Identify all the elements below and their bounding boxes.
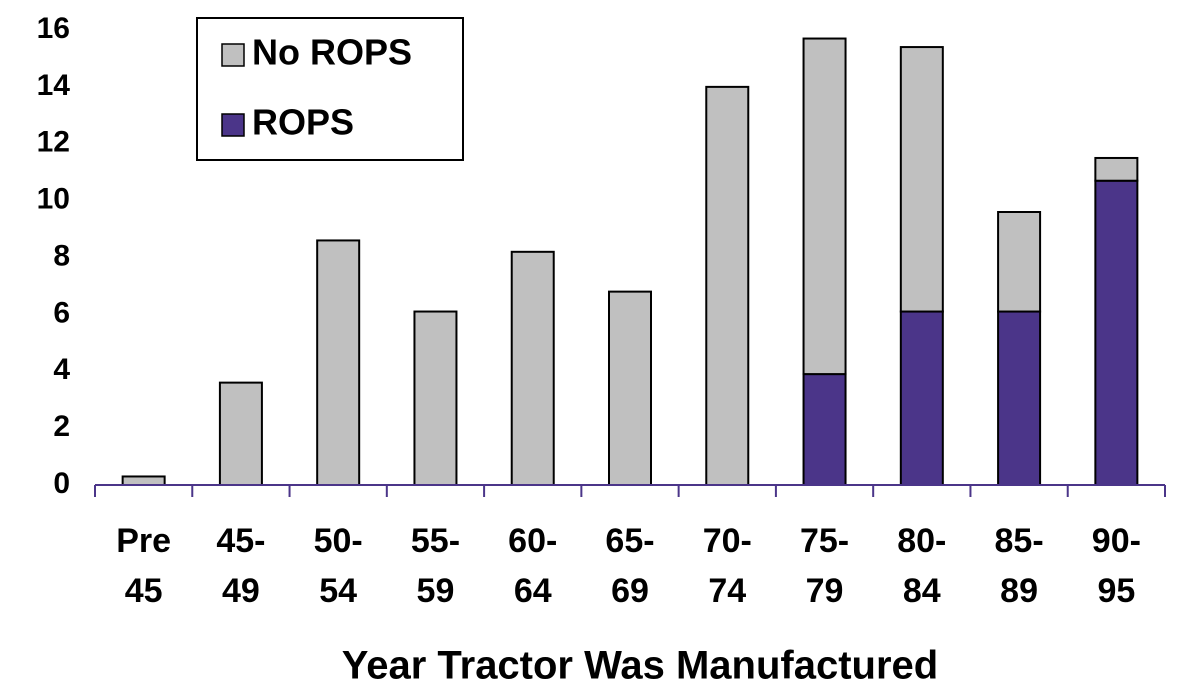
x-tick-label: 54 [319,572,357,610]
bar-segment [899,46,944,313]
x-tick-label: 64 [514,572,552,610]
x-tick-label: 84 [903,572,941,610]
x-tick-label: 55- [411,522,460,560]
y-tick-label: 4 [53,353,70,386]
x-tick-label: 69 [611,572,649,610]
x-tick-label: 90- [1092,522,1141,560]
y-tick-label: 16 [37,12,70,45]
x-tick-label: 85- [995,522,1044,560]
bar-segment [121,475,166,486]
y-tick-label: 6 [53,296,70,329]
bar-segment [1094,156,1139,182]
x-tick-label: 65- [605,522,654,560]
legend-label: No ROPS [252,32,412,73]
x-tick-label: 79 [806,572,844,610]
y-tick-label: 0 [53,467,70,500]
bar-segment [413,310,458,486]
x-tick-label: Pre [116,522,171,560]
bar-segment [802,37,847,376]
x-tick-label: 59 [417,572,455,610]
y-tick-label: 2 [53,410,70,443]
legend-swatch [221,43,245,67]
bar-segment [899,310,944,486]
bar-segment [997,211,1042,313]
x-tick-label: 70- [703,522,752,560]
bar-segment [510,250,555,486]
x-tick-label: 80- [897,522,946,560]
bar-segment [802,373,847,486]
x-axis-title: Year Tractor Was Manufactured [342,644,938,688]
y-tick-label: 14 [37,69,71,102]
bar-segment [705,85,750,486]
bar-segment [316,239,361,486]
x-tick-label: 89 [1000,572,1038,610]
x-tick-label: 45 [125,572,163,610]
x-tick-label: 74 [708,572,746,610]
bar-segment [608,290,652,486]
legend-label: ROPS [252,102,354,143]
bar-segment [1094,179,1139,486]
x-tick-label: 95 [1097,572,1135,610]
x-tick-label: 49 [222,572,260,610]
bar-segment [218,381,263,486]
x-tick-label: 75- [800,522,849,560]
x-tick-label: 45- [216,522,265,560]
y-tick-label: 8 [53,239,70,272]
x-tick-label: 60- [508,522,557,560]
y-tick-label: 12 [37,126,70,159]
legend-swatch [221,113,245,137]
bar-segment [997,310,1042,486]
y-tick-label: 10 [37,183,70,216]
x-tick-label: 50- [314,522,363,560]
